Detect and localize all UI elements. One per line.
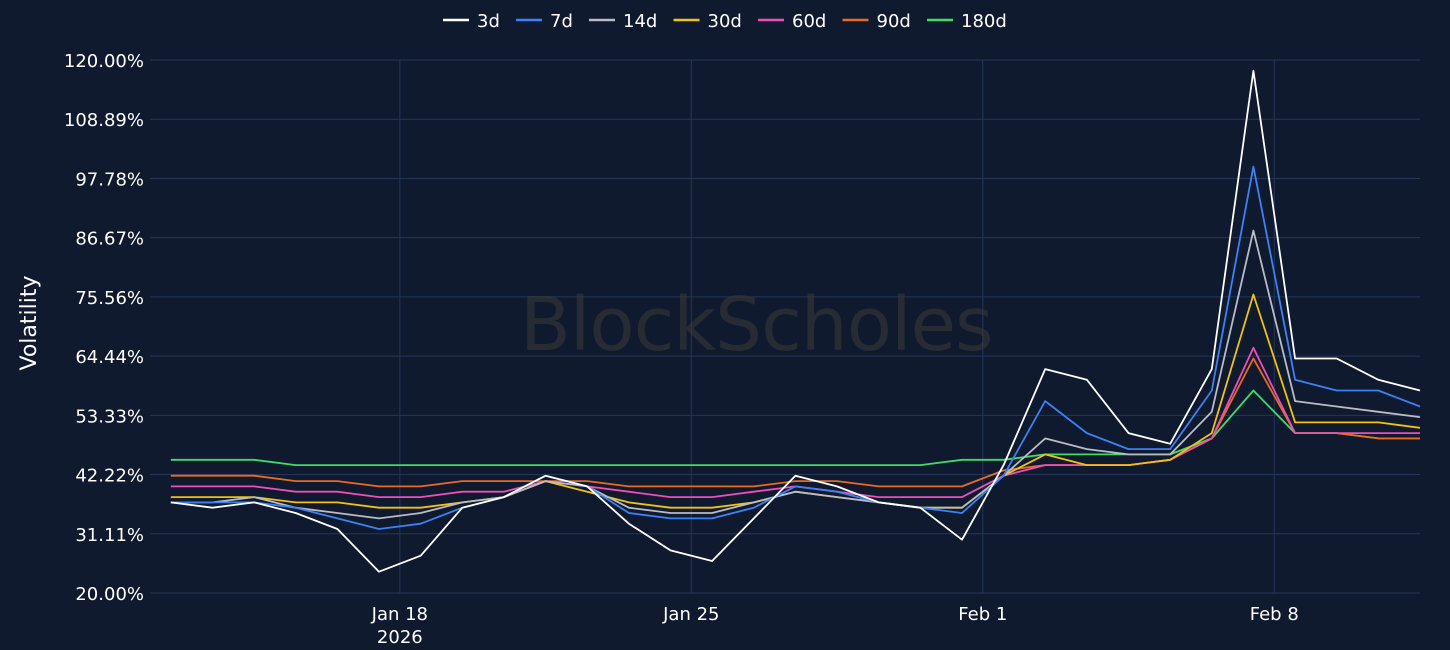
legend-label: 30d: [708, 11, 742, 32]
x-tick-label: Jan 25: [662, 604, 719, 625]
y-tick-label: 108.89%: [64, 110, 144, 131]
x-tick-label: Feb 1: [958, 604, 1007, 625]
series-lines: [170, 69, 1421, 573]
series-line-7d: [170, 165, 1421, 530]
series-line-14d: [170, 229, 1421, 520]
legend-item-14d[interactable]: 14d: [589, 11, 657, 32]
y-tick-label: 53.33%: [75, 406, 144, 427]
y-tick-label: 120.00%: [64, 51, 144, 72]
legend-item-3d[interactable]: 3d: [443, 11, 500, 32]
y-tick-label: 64.44%: [75, 347, 144, 368]
y-axis-title: Volatility: [17, 275, 42, 370]
y-tick-label: 42.22%: [75, 466, 144, 487]
legend: 3d 7d 14d 30d 60d 90d 180d: [443, 11, 1007, 32]
legend-item-180d[interactable]: 180d: [927, 11, 1007, 32]
y-tick-label: 75.56%: [75, 288, 144, 309]
legend-label: 180d: [961, 11, 1007, 32]
legend-item-7d[interactable]: 7d: [516, 11, 573, 32]
legend-item-60d[interactable]: 60d: [758, 11, 826, 32]
x-tick-label: Jan 18: [371, 604, 428, 625]
legend-item-90d[interactable]: 90d: [842, 11, 911, 32]
series-line-3d: [170, 69, 1421, 573]
watermark-text: BlockScholes: [520, 282, 993, 368]
legend-label: 90d: [877, 11, 911, 32]
y-tick-label: 86.67%: [75, 229, 144, 250]
y-axis-ticks: 20.00% 31.11% 42.22% 53.33% 64.44% 75.56% 86.6…: [64, 51, 144, 605]
x-tick-label: Feb 8: [1250, 604, 1299, 625]
y-tick-label: 20.00%: [75, 584, 144, 605]
y-tick-label: 97.78%: [75, 169, 144, 190]
legend-label: 14d: [623, 11, 657, 32]
series-line-90d: [170, 357, 1420, 488]
series-line-180d: [170, 389, 1420, 467]
legend-label: 3d: [477, 11, 500, 32]
x-tick-sublabel: 2026: [377, 627, 423, 648]
legend-item-30d[interactable]: 30d: [673, 11, 742, 32]
y-tick-label: 31.11%: [75, 525, 144, 546]
grid: [150, 59, 1420, 594]
legend-label: 60d: [792, 11, 826, 32]
legend-label: 7d: [550, 11, 573, 32]
